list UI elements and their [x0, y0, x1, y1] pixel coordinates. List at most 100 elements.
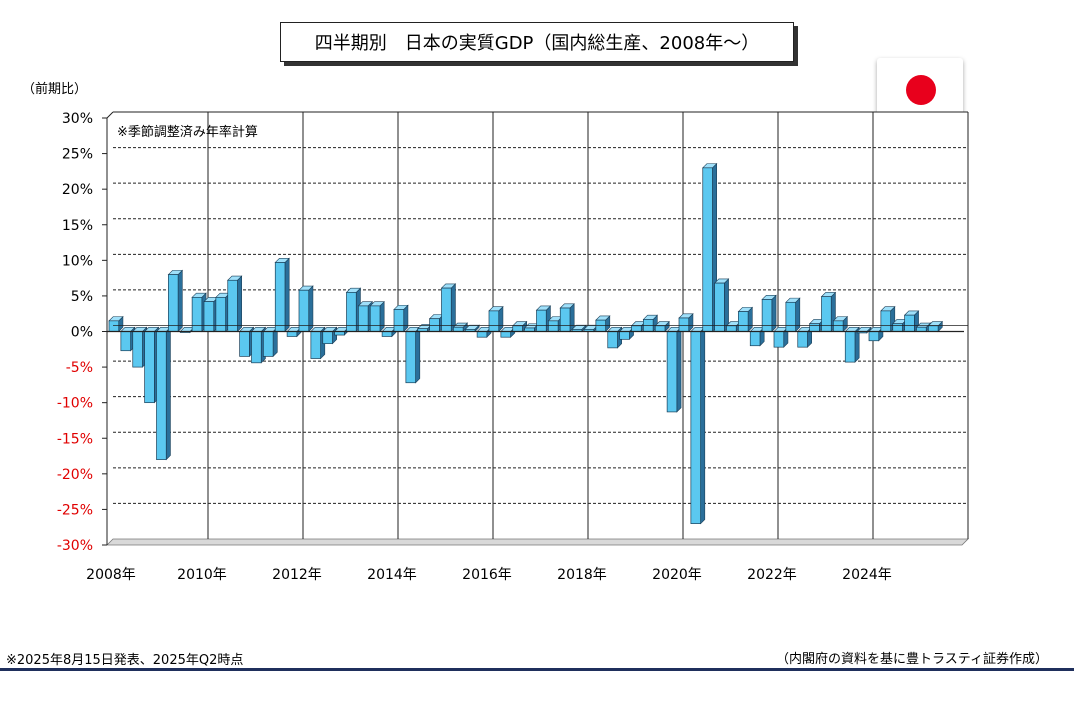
- bar-face: [144, 331, 155, 404]
- x-tick-label: 2008年: [86, 567, 136, 583]
- bar: [488, 305, 504, 333]
- bar: [832, 315, 849, 333]
- bar-face: [916, 326, 927, 332]
- japan-flag-icon: [877, 58, 963, 120]
- bar-face: [702, 167, 713, 332]
- footnote-release-date: ※2025年8月15日発表、2025年Q2時点: [6, 653, 244, 668]
- bar: [844, 326, 860, 363]
- bar: [405, 326, 421, 384]
- y-tick-label: 0%: [71, 325, 93, 341]
- bar-face: [880, 310, 891, 332]
- bar: [690, 326, 706, 525]
- bar-face: [441, 287, 452, 332]
- bar-face: [453, 326, 464, 332]
- bar-face: [381, 331, 393, 337]
- bar: [108, 315, 124, 333]
- bar-face: [797, 331, 808, 348]
- bar-face: [868, 331, 880, 342]
- bar-face: [227, 279, 238, 332]
- bar: [737, 306, 754, 333]
- bar-face: [476, 331, 488, 338]
- x-tick-label: 2016年: [462, 567, 512, 583]
- bar-side: [569, 303, 575, 333]
- x-tick-label: 2020年: [652, 567, 702, 583]
- bar-side: [724, 278, 729, 333]
- bar-face: [761, 299, 773, 332]
- y-tick-label: -10%: [57, 396, 93, 412]
- bar-face: [429, 318, 440, 332]
- bar-face: [393, 309, 405, 332]
- bar-face: [631, 325, 642, 332]
- bar-face: [749, 331, 761, 347]
- flag-circle: [906, 75, 936, 105]
- bar-face: [251, 331, 262, 364]
- bar-side: [795, 297, 801, 333]
- bar: [322, 326, 338, 345]
- x-tick-label: 2018年: [557, 567, 607, 583]
- bar-face: [263, 331, 274, 357]
- bar: [298, 285, 314, 333]
- y-axis-label: （前期比）: [22, 82, 88, 97]
- y-tick-label: -20%: [57, 467, 93, 483]
- bar-face: [548, 320, 559, 332]
- bar: [227, 275, 243, 333]
- bar-face: [168, 274, 179, 332]
- bar-face: [559, 307, 571, 332]
- bar-side: [771, 294, 777, 333]
- bar: [761, 294, 777, 333]
- bar-face: [904, 314, 915, 332]
- x-tick-label: 2014年: [367, 567, 417, 583]
- bar: [155, 326, 172, 461]
- bar: [274, 257, 290, 333]
- x-tick-label: 2024年: [842, 567, 892, 583]
- y-tick-label: -25%: [57, 502, 93, 518]
- bar-face: [310, 331, 321, 359]
- bar: [666, 326, 682, 413]
- bar: [440, 283, 457, 333]
- bar-face: [156, 331, 167, 460]
- bar: [286, 326, 302, 338]
- bar: [369, 300, 385, 333]
- bar-face: [809, 323, 820, 332]
- bar-face: [785, 301, 796, 332]
- bar-side: [165, 326, 171, 461]
- bar-face: [120, 331, 131, 352]
- frame-edge: [106, 111, 114, 119]
- bar-side: [415, 326, 421, 384]
- y-tick-label: -5%: [66, 360, 93, 376]
- bar-face: [678, 317, 690, 332]
- bar-face: [833, 320, 844, 332]
- bar: [785, 297, 801, 333]
- bar-face: [821, 296, 832, 332]
- bar-face: [619, 331, 630, 340]
- y-tick-label: 5%: [71, 289, 93, 305]
- bar-face: [132, 331, 143, 368]
- y-tick-label: 25%: [62, 147, 93, 163]
- bar-face: [714, 282, 725, 332]
- bar-face: [286, 331, 298, 337]
- y-tick-label: -30%: [57, 538, 93, 554]
- bar-face: [500, 331, 511, 338]
- bar-side: [284, 257, 290, 333]
- bar-face: [892, 323, 903, 332]
- bar-face: [512, 325, 523, 332]
- bar: [595, 315, 611, 333]
- x-tick-label: 2010年: [177, 567, 227, 583]
- bar-face: [191, 296, 203, 332]
- bar: [559, 303, 575, 333]
- bar-face: [322, 331, 333, 344]
- bar-side: [700, 326, 706, 525]
- bar: [167, 269, 184, 333]
- bar-side: [308, 285, 314, 333]
- bar-face: [488, 310, 500, 332]
- bar-face: [358, 305, 369, 332]
- bar-face: [607, 331, 618, 349]
- bar: [713, 278, 730, 333]
- y-tick-label: -15%: [57, 431, 93, 447]
- bar-side: [379, 300, 385, 333]
- bar-side: [237, 275, 242, 333]
- bar-face: [738, 311, 749, 332]
- bar-face: [405, 331, 416, 384]
- chart-annotation: ※季節調整済み年率計算: [117, 124, 258, 140]
